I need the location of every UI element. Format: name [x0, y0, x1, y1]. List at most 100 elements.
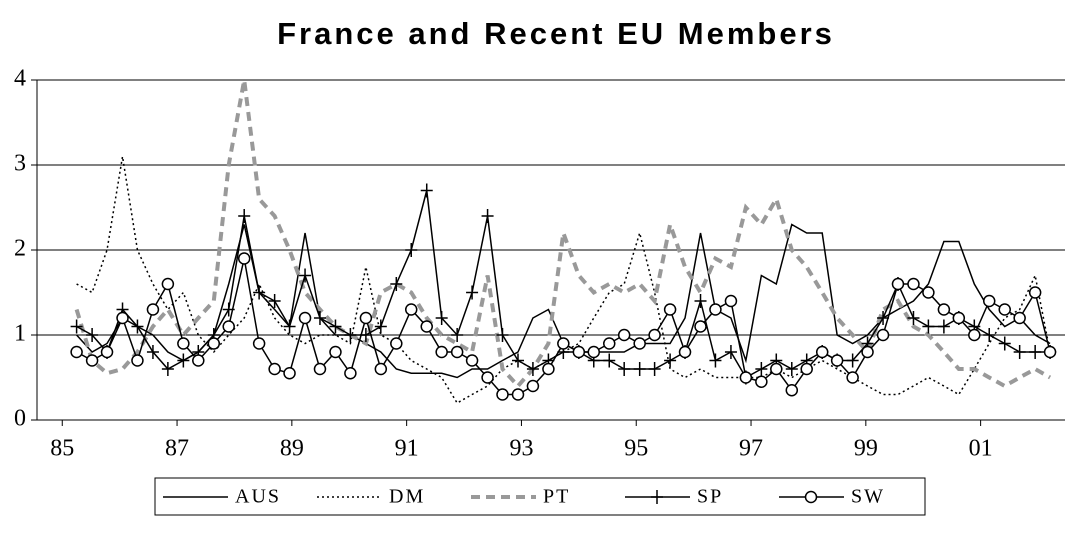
marker-circle: [557, 337, 570, 350]
marker-plus-shape: [420, 183, 433, 198]
series-line: [76, 156, 1051, 405]
x-tick-label: 95: [624, 436, 648, 462]
marker-circle: [907, 277, 920, 291]
marker-circle: [329, 345, 342, 359]
marker-plus-shape: [937, 319, 950, 334]
marker-plus: [1013, 345, 1026, 359]
marker-circle: [617, 328, 631, 342]
marker-circle: [891, 277, 905, 291]
marker-circle: [450, 345, 464, 359]
marker-circle: [359, 311, 373, 325]
marker-circle: [496, 388, 509, 401]
marker-plus: [299, 268, 312, 283]
marker-plus-shape: [86, 328, 99, 342]
marker-plus: [86, 328, 99, 342]
y-tick-label: 3: [14, 151, 26, 177]
marker-plus: [161, 362, 174, 376]
marker-plus: [877, 311, 890, 325]
marker-circle: [982, 294, 996, 308]
legend-label: SP: [697, 486, 723, 508]
marker-circle: [344, 367, 357, 380]
y-tick-label: 0: [14, 406, 26, 432]
marker-plus: [651, 490, 663, 504]
marker-circle: [1043, 345, 1057, 359]
marker-circle: [374, 362, 388, 376]
marker-circle: [861, 345, 874, 359]
marker-circle: [435, 345, 448, 359]
marker-circle: [876, 328, 890, 342]
marker-plus: [451, 328, 464, 342]
marker-circle: [70, 345, 83, 359]
legend: AUS DM PT SP SW: [154, 477, 926, 516]
marker-plus: [1029, 345, 1042, 359]
marker-plus: [648, 362, 661, 376]
marker-circle: [694, 320, 707, 333]
marker-plus-shape: [785, 362, 798, 376]
marker-plus-shape: [724, 345, 737, 359]
x-tick-label: 93: [509, 436, 533, 462]
marker-plus: [329, 319, 342, 334]
marker-circle: [587, 345, 601, 359]
marker-plus-shape: [983, 328, 996, 342]
marker-plus-shape: [922, 319, 935, 334]
marker-circle: [177, 337, 190, 350]
marker-plus-shape: [648, 362, 661, 376]
marker-plus-shape: [405, 243, 418, 257]
marker-plus: [526, 362, 539, 376]
marker-plus-shape: [131, 319, 144, 334]
marker-plus: [283, 319, 296, 334]
marker-circle: [804, 490, 818, 504]
y-tick-label: 2: [14, 236, 26, 262]
marker-circle: [952, 311, 966, 325]
marker-plus-shape: [998, 336, 1011, 351]
marker-plus: [664, 353, 677, 368]
marker-circle: [100, 345, 114, 359]
marker-plus-shape: [1029, 345, 1042, 359]
marker-circle: [663, 303, 677, 316]
marker-plus-shape: [694, 294, 707, 308]
y-tick-label: 4: [14, 66, 26, 92]
marker-plus: [131, 319, 144, 334]
marker-plus: [481, 209, 494, 223]
x-tick-label: 91: [395, 436, 419, 462]
marker-circle: [131, 354, 144, 367]
marker-plus: [922, 319, 935, 334]
marker-circle: [116, 311, 129, 325]
marker-circle: [252, 337, 266, 350]
marker-plus-shape: [238, 209, 251, 223]
marker-plus-shape: [877, 311, 890, 325]
marker-circle: [192, 354, 205, 367]
marker-plus: [937, 319, 950, 334]
marker-plus-shape: [664, 353, 677, 368]
marker-circle: [709, 303, 722, 316]
marker-plus-shape: [390, 277, 403, 291]
marker-circle: [268, 362, 281, 376]
marker-plus-shape: [177, 353, 190, 368]
marker-circle: [1028, 286, 1042, 299]
marker-circle: [846, 371, 859, 384]
marker-plus: [511, 353, 524, 368]
marker-plus: [998, 336, 1011, 351]
marker-plus-shape: [146, 345, 159, 359]
marker-plus: [983, 328, 996, 342]
marker-circle: [648, 328, 661, 342]
marker-plus-shape: [496, 328, 509, 342]
marker-plus: [268, 294, 281, 308]
marker-circle: [785, 384, 799, 397]
marker-plus-shape: [283, 319, 296, 334]
marker-circle: [724, 294, 738, 308]
marker-circle: [572, 345, 586, 359]
marker-plus-shape: [451, 328, 464, 342]
marker-circle: [298, 311, 312, 325]
marker-circle: [511, 388, 525, 401]
marker-plus-shape: [253, 285, 266, 300]
marker-plus: [496, 328, 509, 342]
marker-plus-shape: [299, 268, 312, 283]
legend-label: AUS: [235, 486, 281, 508]
marker-circle: [161, 277, 175, 291]
marker-plus-shape: [526, 362, 539, 376]
marker-plus: [405, 243, 418, 257]
x-tick-label: 99: [854, 436, 878, 462]
x-tick-label: 85: [50, 436, 74, 462]
